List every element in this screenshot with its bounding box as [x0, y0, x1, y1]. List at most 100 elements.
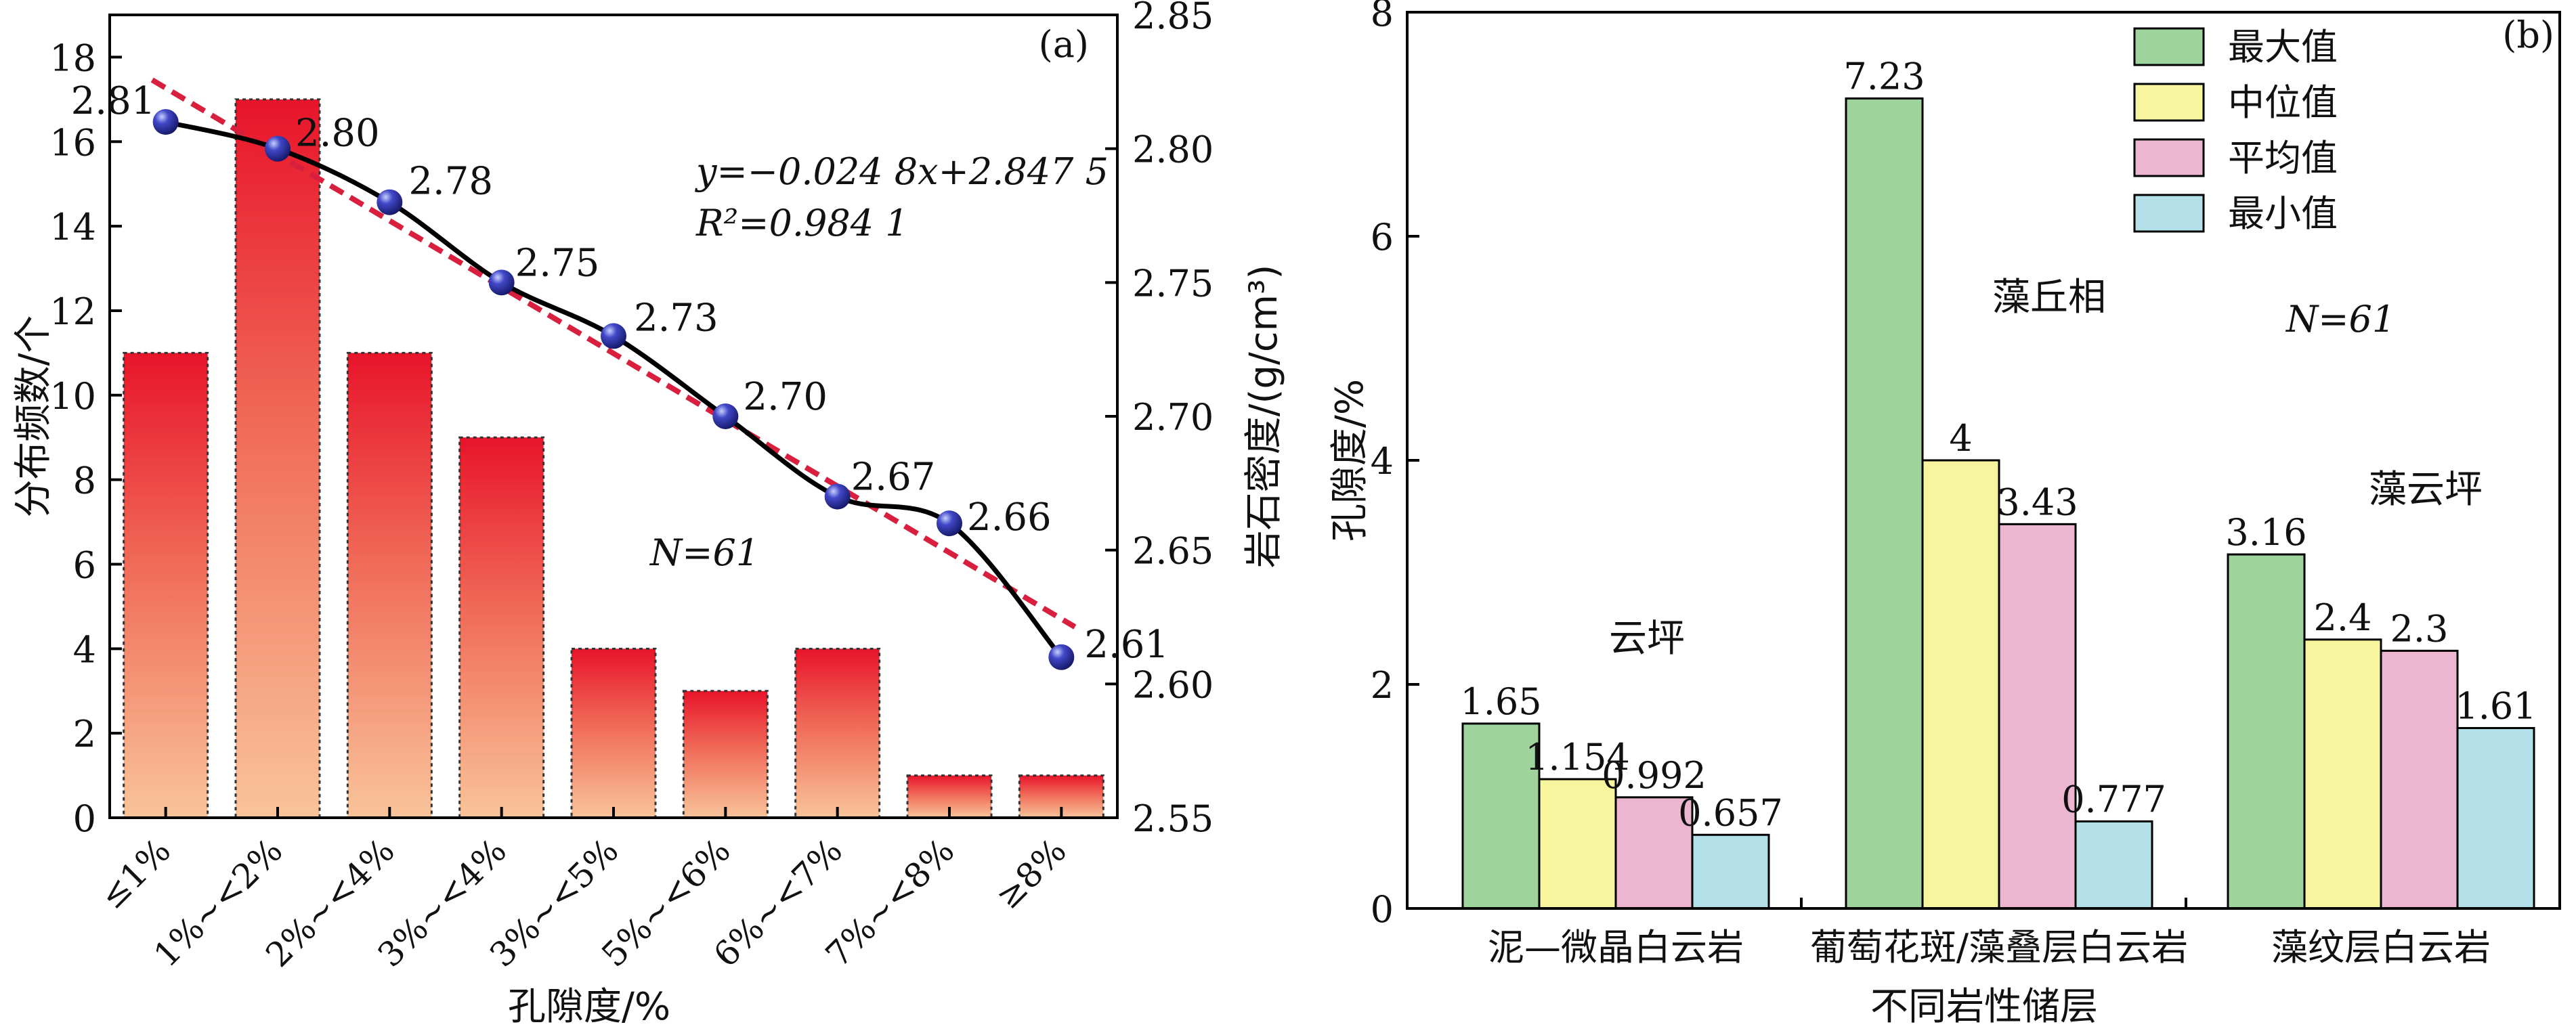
- bar-value-label: 3.43: [1996, 481, 2078, 523]
- density-label: 2.81: [71, 79, 156, 123]
- density-point: [824, 483, 851, 510]
- bar: [1845, 97, 1924, 910]
- x-axis-label: 孔隙度/%: [508, 985, 670, 1029]
- bar: [1538, 778, 1617, 910]
- bar-value-label: 1.61: [2455, 685, 2536, 728]
- bar: [2456, 727, 2535, 910]
- legend-label: 中位值: [2228, 81, 2338, 124]
- x-tick-label: 葡萄花斑/藻叠层白云岩: [1810, 926, 2188, 969]
- bar: [794, 647, 881, 819]
- y-tick-label: 8: [73, 460, 96, 502]
- bar-value-label: 7.23: [1843, 55, 1925, 97]
- x-tick-label: 藻纹层白云岩: [2271, 926, 2491, 969]
- bar: [123, 351, 209, 819]
- y2-tick-label: 2.80: [1132, 129, 1214, 171]
- y-tick-label: 4: [73, 628, 96, 671]
- y-axis-label: 分布频数/个: [12, 315, 56, 518]
- density-label: 2.67: [851, 456, 936, 500]
- n-label: N=61: [649, 531, 759, 574]
- bar: [2074, 820, 2153, 910]
- facies-annotation: 藻丘相: [1992, 276, 2106, 320]
- y-tick-label: 14: [49, 206, 96, 248]
- density-label: 2.66: [967, 496, 1052, 540]
- legend-swatch: [2133, 194, 2205, 233]
- y-tick-label: 6: [1371, 216, 1394, 259]
- y2-tick-label: 2.75: [1132, 262, 1214, 305]
- bar: [346, 351, 433, 819]
- bar: [1461, 722, 1541, 910]
- x-tick-label: 泥—微晶白云岩: [1488, 926, 1744, 969]
- x-tick-label: ≤1%: [92, 831, 178, 917]
- bar: [2227, 553, 2306, 910]
- bar: [234, 98, 321, 819]
- bar: [570, 647, 657, 819]
- panel-a-chart: 0 2 4 6 8 10 12 14 16 18 2.55 2.60 2.65 2.70 2.75 2.80 2…: [12, 0, 1286, 1029]
- panel-b-chart: 1.65 7.23 3.16 1.154 4 2.4 0.992 3.43 2.3 0.657 0.…: [1328, 0, 2561, 1029]
- bar: [1691, 833, 1770, 910]
- bar: [458, 436, 545, 819]
- density-point: [488, 269, 515, 296]
- n-label: N=61: [2285, 298, 2395, 340]
- legend-swatch: [2133, 83, 2205, 122]
- legend-label: 最大值: [2228, 26, 2338, 68]
- y-axis-label: 孔隙度/%: [1328, 379, 1372, 542]
- facies-annotation: 藻云坪: [2369, 468, 2483, 512]
- y-tick-label: 12: [49, 290, 96, 333]
- x-axis-label: 不同岩性储层: [1870, 985, 2098, 1029]
- bar-value-label: 0.777: [2061, 778, 2166, 820]
- density-label: 2.70: [743, 375, 828, 419]
- density-point: [601, 323, 626, 349]
- bar: [1998, 523, 2077, 910]
- y-tick-label: 4: [1371, 440, 1394, 483]
- y2-tick-label: 2.70: [1132, 396, 1214, 439]
- density-label: 2.61: [1084, 623, 1169, 667]
- density-point: [1048, 644, 1075, 670]
- facies-annotation: 云坪: [1609, 617, 1685, 661]
- fit-equation: y=−0.024 8x+2.847 5: [695, 150, 1109, 193]
- r-squared: R²=0.984 1: [695, 202, 909, 244]
- legend-swatch: [2133, 27, 2205, 66]
- bar: [1614, 796, 1694, 910]
- fit-line: [150, 77, 1077, 630]
- y-tick-label: 6: [73, 544, 96, 586]
- density-label: 2.78: [408, 160, 493, 204]
- bar-value-label: 0.992: [1602, 754, 1706, 797]
- density-point: [152, 109, 179, 135]
- bar-value-label: 2.3: [2390, 607, 2449, 650]
- x-tick-label: ≥8%: [988, 831, 1074, 917]
- y2-tick-label: 2.60: [1132, 663, 1214, 706]
- bar-value-label: 4: [1949, 417, 1972, 460]
- bar-value-label: 2.4: [2314, 596, 2372, 639]
- density-point: [712, 403, 739, 429]
- y-tick-label: 0: [1371, 888, 1394, 931]
- y2-axis-label: 岩石密度/(g/cm³): [1242, 265, 1286, 569]
- y-tick-label: 10: [49, 375, 96, 418]
- panel-label: (b): [2502, 14, 2554, 56]
- y-tick-label: 2: [1371, 664, 1394, 707]
- density-label: 2.80: [295, 112, 380, 156]
- y-tick-label: 18: [49, 37, 96, 79]
- density-point: [265, 135, 291, 162]
- density-point: [937, 510, 962, 537]
- bar-value-label: 3.16: [2225, 511, 2306, 554]
- legend-swatch: [2133, 138, 2205, 177]
- y-tick-label: 16: [49, 121, 96, 164]
- density-label: 2.73: [634, 296, 718, 340]
- bar: [1921, 459, 2000, 910]
- y-tick-label: 0: [73, 797, 96, 840]
- bar: [2303, 638, 2382, 910]
- panel-label: (a): [1039, 23, 1089, 66]
- density-label: 2.75: [515, 241, 600, 285]
- bar-value-label: 1.154: [1525, 736, 1630, 778]
- y-tick-label: 2: [73, 713, 96, 755]
- density-point: [377, 189, 403, 215]
- bar-value-label: 0.657: [1678, 791, 1783, 834]
- y2-tick-label: 2.65: [1132, 530, 1214, 573]
- y-tick-label: 8: [1371, 0, 1394, 35]
- bar: [682, 690, 769, 819]
- y2-tick-label: 2.85: [1132, 0, 1214, 37]
- bar: [2380, 649, 2459, 910]
- legend-label: 最小值: [2228, 192, 2338, 235]
- legend-label: 平均值: [2228, 137, 2338, 179]
